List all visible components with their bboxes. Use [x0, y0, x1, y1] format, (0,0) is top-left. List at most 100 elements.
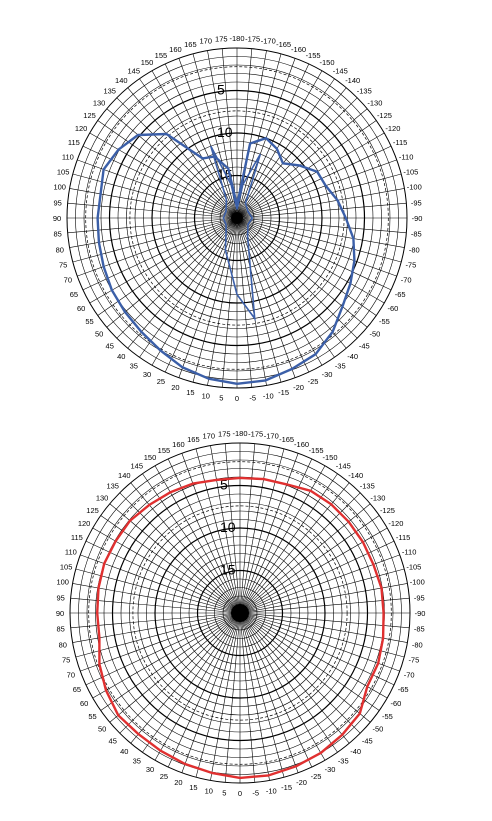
angle-tick-label: 95	[57, 593, 65, 602]
grid-spoke	[181, 612, 241, 773]
angle-tick-label: -155	[306, 51, 321, 60]
grid-spoke	[210, 445, 241, 614]
grid-spoke	[221, 217, 238, 388]
angle-tick-label: -10	[266, 786, 277, 795]
angle-tick-label: -20	[293, 383, 304, 392]
angle-tick-label: 175	[218, 430, 231, 439]
grid-spoke	[239, 612, 380, 711]
angle-tick-label: 5	[222, 788, 226, 797]
angle-tick-label: 35	[130, 361, 138, 370]
grid-spoke	[178, 217, 238, 378]
grid-spoke	[72, 173, 238, 219]
angle-tick-label: -165	[276, 40, 291, 49]
angle-tick-label: -30	[322, 370, 333, 379]
grid-spoke	[106, 108, 238, 219]
grid-spoke	[139, 217, 238, 358]
grid-spoke	[85, 612, 241, 686]
angle-tick-label: -25	[308, 377, 319, 386]
angle-tick-label: -35	[338, 756, 349, 765]
grid-spoke	[236, 217, 368, 328]
angle-tick-label: 95	[54, 198, 62, 207]
angle-tick-label: -160	[291, 45, 306, 54]
angle-tick-label: -25	[311, 772, 322, 781]
angle-tick-label: 155	[155, 51, 168, 60]
grid-spoke	[142, 473, 241, 614]
grid-spoke	[239, 612, 270, 781]
grid-spoke	[89, 132, 238, 219]
grid-spoke	[116, 217, 238, 339]
angle-tick-label: -10	[263, 391, 274, 400]
grid-spoke	[239, 612, 395, 686]
grid-spoke	[106, 217, 238, 328]
angle-tick-label: 20	[171, 383, 179, 392]
grid-spoke	[80, 554, 241, 614]
grid-spoke	[167, 458, 241, 614]
angle-tick-label: 120	[75, 124, 88, 133]
angle-tick-label: 5	[219, 393, 223, 402]
grid-spoke	[236, 217, 335, 358]
angle-tick-label: 25	[160, 772, 168, 781]
center-node	[231, 604, 249, 622]
angle-tick-label: -120	[388, 519, 403, 528]
angle-tick-label: 65	[70, 290, 78, 299]
angle-tick-label: 160	[169, 45, 182, 54]
angle-tick-label: 145	[130, 462, 143, 471]
angle-tick-label: -35	[335, 361, 346, 370]
grid-spoke	[236, 217, 392, 291]
angle-tick-label: 60	[77, 304, 85, 313]
grid-spoke	[97, 217, 238, 316]
grid-spoke	[224, 612, 241, 783]
grid-spoke	[239, 568, 405, 614]
grid-spoke	[154, 465, 241, 614]
grid-spoke	[236, 217, 385, 304]
grid-spoke	[195, 612, 241, 778]
grid-spoke	[239, 583, 408, 614]
angle-tick-label: -180	[229, 34, 244, 43]
grid-spoke	[116, 97, 238, 219]
angle-tick-label: 30	[143, 370, 151, 379]
radial-tick-label: 15	[220, 562, 236, 578]
grid-spoke	[142, 612, 241, 753]
grid-spoke	[236, 78, 335, 219]
grid-spoke	[69, 217, 238, 248]
angle-tick-label: -90	[415, 609, 426, 618]
angle-tick-label: 15	[189, 783, 197, 792]
angle-tick-label: 165	[184, 40, 197, 49]
grid-spoke	[236, 159, 397, 219]
grid-spoke	[239, 612, 361, 734]
grid-spoke	[151, 217, 238, 366]
angle-tick-label: -110	[402, 547, 416, 556]
grid-spoke	[236, 217, 397, 277]
grid-spoke	[236, 53, 282, 219]
grid-spoke	[75, 568, 241, 614]
angle-tick-label: 10	[205, 786, 213, 795]
series-line	[96, 476, 385, 780]
angle-tick-label: 170	[202, 432, 215, 441]
angle-tick-label: -5	[249, 393, 256, 402]
angle-tick-label: 45	[109, 736, 117, 745]
angle-tick-label: -30	[325, 765, 336, 774]
angle-tick-label: 135	[103, 87, 116, 96]
grid-spoke	[192, 217, 238, 383]
angle-tick-label: 140	[118, 471, 131, 480]
angle-tick-label: 60	[80, 699, 88, 708]
grid-spoke	[127, 217, 238, 349]
angle-tick-label: -175	[245, 35, 260, 44]
angle-tick-label: 140	[115, 76, 128, 85]
angle-tick-label: 120	[78, 519, 91, 528]
grid-spoke	[192, 53, 238, 219]
grid-spoke	[236, 173, 402, 219]
angle-tick-label: 0	[238, 789, 242, 798]
grid-spoke	[239, 597, 410, 614]
grid-spoke	[127, 87, 238, 219]
angle-tick-label: -145	[333, 67, 348, 76]
angle-tick-label: 85	[57, 625, 65, 634]
grid-spoke	[239, 612, 350, 744]
grid-spoke	[239, 612, 285, 778]
angle-tick-label: -55	[379, 317, 390, 326]
angle-tick-label: 125	[86, 506, 99, 515]
angle-tick-label: -60	[390, 699, 401, 708]
angle-tick-label: -40	[350, 747, 361, 756]
grid-spoke	[239, 448, 285, 614]
